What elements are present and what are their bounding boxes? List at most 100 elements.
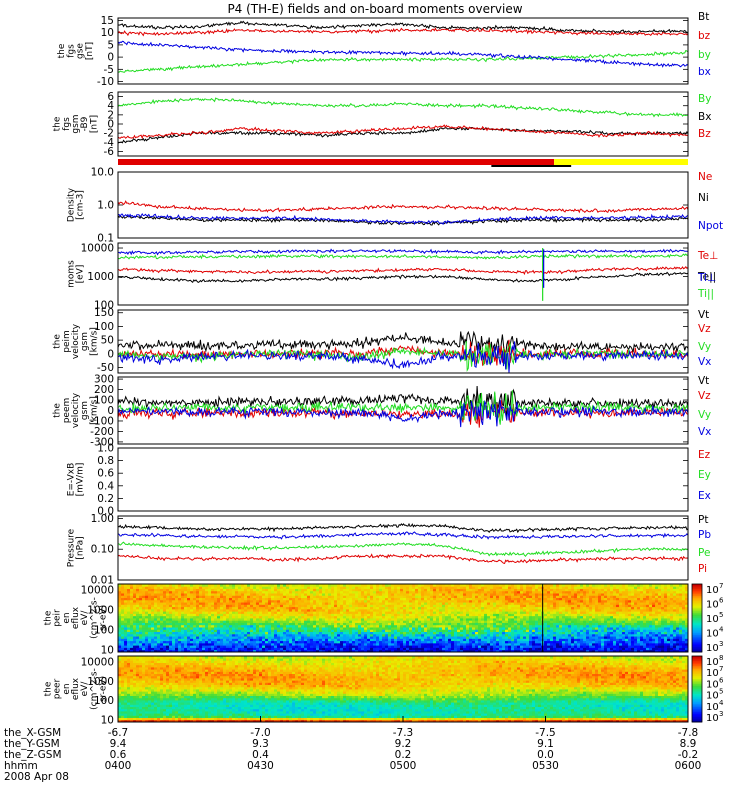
y-tick-label: -200	[90, 426, 114, 438]
series-By-line	[117, 97, 688, 118]
panel-ylabel: peem	[62, 398, 72, 424]
panel-ylabel: Pressure	[66, 528, 76, 567]
series-bx-line	[117, 40, 689, 68]
panel-ylabel: -B9	[80, 116, 90, 131]
series-Ne-line	[117, 200, 689, 214]
panel-ylabel: sr-eV)	[99, 676, 109, 702]
panel-ylabel: en	[62, 683, 72, 694]
legend-bx: bx	[698, 66, 711, 78]
panel-p10: the peer en eflux eV/(cm^2-s-sr-eV) 10000 1000…	[43, 654, 724, 727]
y-tick-label: 1.00	[91, 513, 114, 525]
panel-ylabel: the	[43, 610, 53, 625]
axis-row-value: 0.4	[252, 749, 269, 761]
colorbar-tick-label: 10	[706, 691, 719, 702]
panel-ylabel: (cm^2-s-	[89, 597, 99, 639]
legend-Ex: Ex	[698, 490, 711, 502]
y-tick-label: 0.0	[97, 506, 114, 518]
panel-ylabel: [eV]	[76, 265, 86, 284]
y-tick-label: -2	[104, 128, 114, 140]
axis-row-value: 0.6	[110, 749, 127, 761]
y-tick-label: 10.0	[91, 167, 114, 179]
series-Npot-line	[118, 212, 689, 226]
panel-ylabel: (cm^2-s-	[89, 668, 99, 710]
legend-Pi: Pi	[698, 563, 707, 575]
legend-Ni: Ni	[698, 192, 709, 204]
panel-p5: the peim velocity gsm [km/s] 150 100 500 -50 Vt Vz…	[53, 307, 712, 374]
y-tick-label: 0	[107, 52, 114, 64]
panel-ylabel: the	[53, 334, 63, 349]
legend-Pt: Pt	[698, 514, 708, 526]
panel-ylabel: peim	[62, 330, 72, 353]
y-tick-label: -10	[97, 76, 114, 88]
legend-Ti⊥: Ti⊥	[697, 272, 716, 284]
y-tick-label: 2	[107, 109, 114, 121]
axis-row-label: hhmm	[4, 760, 38, 772]
panel-ylabel: fgs	[66, 44, 76, 58]
panel-ylabel: [km/s]	[89, 327, 99, 356]
colorbar-tick-label: 10	[706, 713, 719, 724]
legend-by: by	[698, 49, 711, 61]
legend-Ez: Ez	[698, 449, 711, 461]
series-Ti⊥-line	[117, 248, 689, 256]
y-tick-label: -4	[104, 137, 115, 149]
legend-Ey: Ey	[698, 469, 711, 481]
series-Vt-line	[117, 330, 689, 357]
series-Bz-line	[117, 124, 689, 140]
y-tick-label: 5	[107, 39, 114, 51]
y-tick-label: 0.01	[91, 575, 114, 587]
axis-row-value: 0530	[532, 760, 559, 772]
y-tick-label: 1.0	[97, 443, 114, 455]
y-tick-label: -6	[104, 146, 115, 158]
legend-Pe: Pe	[698, 547, 710, 559]
y-tick-label: 0	[107, 119, 114, 131]
legend-Bx: Bx	[698, 111, 711, 123]
panel-ylabel: eflux	[71, 677, 81, 700]
y-tick-label: 10	[101, 715, 114, 727]
panel-p7: E=-VxB [mV/m] 1.00.80.60.40.20.0 Ez Ey Ex	[66, 443, 710, 518]
y-tick-label: 150	[94, 307, 114, 319]
colorbar-tick-label: 10	[706, 614, 719, 625]
series-Vx-line	[117, 341, 689, 373]
figure-title: P4 (TH-E) fields and on-board moments ov…	[227, 2, 522, 16]
series-Ni-line	[117, 215, 689, 226]
panel-ylabel: sr-eV)	[99, 605, 109, 631]
y-tick-label: 1000	[87, 605, 114, 617]
series-Vy-line	[117, 390, 689, 425]
panel-ylabel: eV/	[80, 610, 90, 626]
legend-By: By	[698, 93, 711, 105]
panel-p6: the peem velocity gsm [km/s] 3002001000-100-2…	[53, 374, 712, 449]
y-tick-label: 10000	[81, 656, 114, 668]
y-tick-label: -5	[104, 64, 114, 76]
y-tick-label: 100	[94, 625, 114, 637]
y-tick-label: -100	[90, 415, 114, 427]
axis-row-value: 9.4	[110, 738, 127, 750]
axis-row-value: 8.9	[680, 738, 697, 750]
axis-row-value: 0400	[105, 760, 132, 772]
colorbar-tick-label: 10	[706, 702, 719, 713]
y-tick-label: 15	[101, 15, 114, 27]
axis-row-label: the_X-GSM	[4, 727, 61, 739]
colorbar-tick-label: 10	[706, 679, 719, 690]
legend-Te⊥: Te⊥	[697, 250, 718, 262]
legend-Vt: Vt	[698, 309, 709, 321]
legend-Vx: Vx	[698, 356, 711, 368]
panel-ylabel: eV/	[80, 681, 90, 697]
y-tick-label: 50	[101, 335, 114, 347]
panel-ylabel: fgs	[62, 117, 72, 131]
y-tick-label: 100	[94, 300, 114, 312]
axis-row-value: -7.0	[250, 727, 271, 739]
axis-row-value: -7.5	[535, 727, 556, 739]
series-bz-line	[117, 27, 689, 37]
panel-ylabel: en	[62, 612, 72, 623]
panel-ylabel: peir	[53, 609, 63, 627]
y-tick-label: 0.4	[97, 480, 114, 492]
y-tick-label: 10000	[81, 585, 114, 597]
panel-ylabel: [km/s]	[89, 396, 99, 425]
panel-ylabel: Density	[66, 187, 76, 222]
y-tick-label: 4	[107, 100, 114, 112]
quality-flag-bar	[118, 159, 688, 167]
